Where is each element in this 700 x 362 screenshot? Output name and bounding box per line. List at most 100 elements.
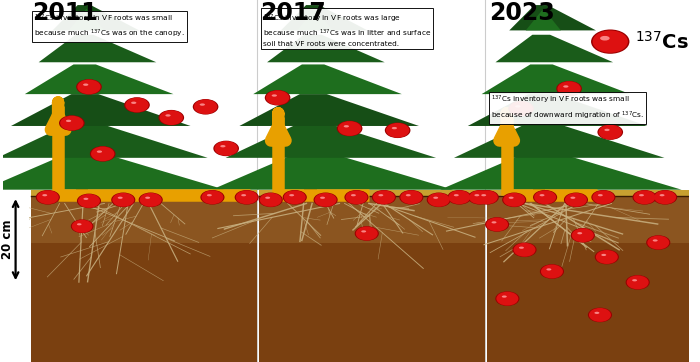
Ellipse shape: [541, 265, 563, 278]
Text: 2017: 2017: [260, 1, 326, 25]
Ellipse shape: [476, 190, 498, 204]
Ellipse shape: [160, 110, 183, 125]
Ellipse shape: [639, 194, 644, 196]
Ellipse shape: [468, 190, 492, 205]
Ellipse shape: [112, 193, 134, 207]
Ellipse shape: [259, 193, 283, 207]
Polygon shape: [38, 35, 156, 62]
Polygon shape: [468, 94, 648, 126]
Ellipse shape: [557, 81, 581, 96]
Ellipse shape: [91, 147, 114, 161]
Ellipse shape: [406, 194, 411, 196]
Ellipse shape: [234, 190, 259, 205]
Ellipse shape: [202, 190, 223, 204]
Ellipse shape: [598, 125, 622, 139]
Ellipse shape: [165, 114, 171, 117]
Ellipse shape: [509, 197, 514, 199]
Ellipse shape: [512, 243, 537, 257]
Ellipse shape: [646, 235, 671, 250]
Ellipse shape: [214, 141, 239, 156]
Text: 2011: 2011: [32, 1, 98, 25]
Ellipse shape: [570, 228, 595, 243]
Polygon shape: [281, 5, 368, 30]
Ellipse shape: [214, 141, 238, 156]
Ellipse shape: [72, 220, 92, 233]
Polygon shape: [482, 64, 630, 94]
Ellipse shape: [399, 190, 423, 205]
Bar: [76, 170, 88, 195]
Ellipse shape: [158, 110, 184, 125]
Ellipse shape: [652, 239, 658, 241]
Polygon shape: [0, 124, 208, 158]
Ellipse shape: [475, 190, 499, 205]
Ellipse shape: [351, 194, 356, 196]
Ellipse shape: [578, 232, 582, 234]
Ellipse shape: [454, 194, 458, 196]
Ellipse shape: [344, 190, 368, 205]
Ellipse shape: [265, 197, 270, 199]
Ellipse shape: [131, 102, 136, 104]
Ellipse shape: [145, 197, 150, 199]
Ellipse shape: [344, 125, 349, 127]
Text: $^{137}$Cs inventory in VF roots was small
because of downward migration of $^{1: $^{137}$Cs inventory in VF roots was sma…: [491, 94, 644, 122]
Ellipse shape: [346, 190, 368, 204]
Polygon shape: [267, 35, 385, 62]
Ellipse shape: [648, 236, 669, 249]
Ellipse shape: [427, 193, 451, 207]
Ellipse shape: [266, 90, 289, 105]
Text: 20 cm: 20 cm: [1, 220, 14, 260]
Ellipse shape: [634, 190, 655, 204]
Text: 2023: 2023: [489, 1, 554, 25]
Bar: [31, 190, 257, 196]
Ellipse shape: [320, 197, 325, 199]
Ellipse shape: [139, 193, 163, 207]
Ellipse shape: [496, 292, 518, 306]
Ellipse shape: [654, 190, 676, 204]
Ellipse shape: [76, 79, 101, 94]
Ellipse shape: [632, 279, 637, 281]
Bar: [487, 196, 700, 243]
Ellipse shape: [125, 98, 148, 112]
Ellipse shape: [540, 194, 545, 196]
Ellipse shape: [77, 194, 101, 208]
Text: $^{137}$Cs: $^{137}$Cs: [635, 31, 689, 52]
Ellipse shape: [514, 243, 536, 257]
Ellipse shape: [140, 193, 162, 207]
Ellipse shape: [314, 193, 337, 207]
Polygon shape: [212, 153, 453, 190]
Bar: [31, 196, 257, 243]
Ellipse shape: [565, 193, 587, 207]
Bar: [533, 170, 545, 195]
Ellipse shape: [496, 291, 519, 306]
Bar: [259, 196, 485, 362]
Ellipse shape: [392, 127, 397, 129]
Ellipse shape: [338, 121, 361, 136]
Ellipse shape: [503, 193, 525, 207]
Ellipse shape: [337, 121, 363, 136]
Polygon shape: [52, 5, 139, 30]
Ellipse shape: [491, 221, 496, 223]
Ellipse shape: [604, 129, 610, 131]
Ellipse shape: [596, 250, 618, 264]
Ellipse shape: [272, 94, 277, 97]
Ellipse shape: [475, 194, 480, 196]
Ellipse shape: [593, 30, 628, 53]
Ellipse shape: [547, 268, 552, 270]
Ellipse shape: [361, 230, 366, 232]
Ellipse shape: [356, 227, 378, 240]
Ellipse shape: [534, 190, 556, 204]
Ellipse shape: [289, 194, 294, 196]
Polygon shape: [526, 9, 561, 30]
Ellipse shape: [589, 308, 611, 322]
Ellipse shape: [428, 193, 450, 207]
Ellipse shape: [449, 190, 470, 204]
Bar: [31, 196, 257, 362]
Ellipse shape: [90, 146, 116, 161]
Ellipse shape: [379, 194, 384, 196]
Ellipse shape: [111, 193, 135, 207]
Bar: [259, 196, 485, 243]
Ellipse shape: [372, 190, 396, 205]
Ellipse shape: [373, 190, 395, 204]
Ellipse shape: [570, 197, 575, 199]
Ellipse shape: [595, 250, 619, 264]
